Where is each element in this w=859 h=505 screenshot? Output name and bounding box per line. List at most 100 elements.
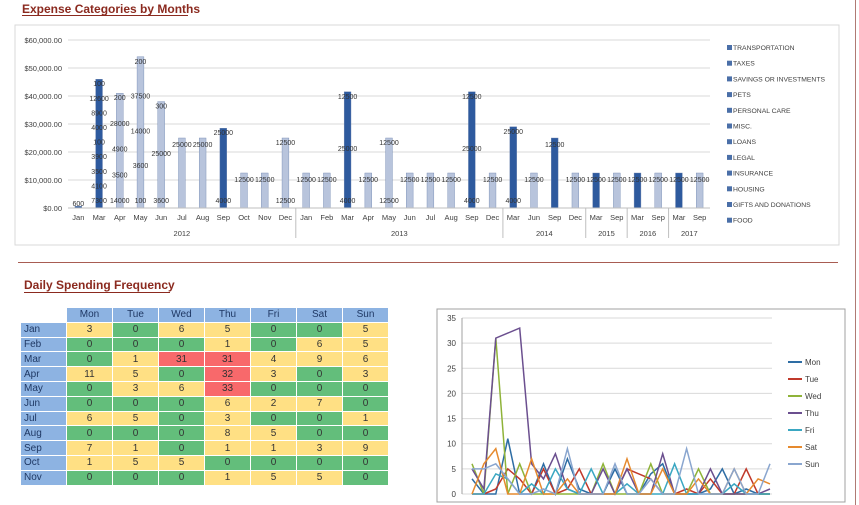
bar-value-label: 4000	[505, 198, 521, 205]
heatmap-cell: 2	[250, 395, 297, 412]
bar-value-label: 12500	[421, 177, 441, 184]
heatmap-cell: 4	[250, 351, 297, 368]
bar-value-label: 12500	[628, 177, 648, 184]
bar-value-label: 4000	[91, 125, 107, 132]
heatmap-row: Feb 0 0 0 1 0 6 5	[20, 336, 389, 353]
y-tick-label: $40,000.00	[24, 92, 62, 101]
heatmap-row-label: Mar	[20, 351, 67, 368]
heatmap-cell: 0	[342, 469, 389, 486]
year-label: 2014	[536, 229, 553, 238]
legend-entry: TRANSPORTATION	[733, 45, 795, 52]
x-tick-label: Jun	[528, 213, 540, 222]
heatmap-row-label: Sep	[20, 440, 67, 456]
y-tick-label: 0	[452, 490, 457, 499]
heatmap-cell: 0	[112, 425, 159, 442]
heatmap-cell: 3	[296, 440, 343, 456]
heatmap-row-label: Aug	[20, 425, 67, 442]
heatmap-cell: 0	[250, 380, 297, 397]
heatmap-col-header: Tue	[112, 307, 159, 323]
heatmap-row-label: May	[20, 380, 67, 397]
heatmap-cell: 33	[204, 380, 251, 397]
heatmap-cell: 0	[296, 425, 343, 442]
heatmap-row: Mar 0 1 31 31 4 9 6	[20, 351, 389, 368]
bar-value-label: 12500	[359, 177, 379, 184]
heatmap-row-label: Feb	[20, 336, 67, 353]
heatmap-cell: 5	[158, 454, 205, 471]
heatmap-cell: 1	[204, 469, 251, 486]
heatmap-cell: 9	[342, 440, 389, 456]
heatmap-cell: 5	[250, 425, 297, 442]
bar-value-label: 14000	[131, 128, 151, 135]
y-tick-label: 25	[447, 364, 456, 373]
bar-value-label: 25000	[172, 142, 192, 149]
series-line	[471, 327, 771, 496]
bar-value-label: 12500	[296, 177, 316, 184]
heatmap-cell: 1	[342, 410, 389, 427]
bar-value-label: 12500	[690, 177, 710, 184]
bar-value-label: 12600	[89, 96, 109, 103]
heatmap-cell: 0	[158, 410, 205, 427]
heatmap-cell: 0	[66, 351, 113, 368]
heatmap-cell: 0	[158, 395, 205, 412]
bar-value-label: 12500	[338, 94, 358, 101]
heatmap-cell: 0	[296, 454, 343, 471]
bar-value-label: 100	[135, 198, 147, 205]
x-tick-label: Mar	[672, 213, 685, 222]
bar-value-label: 12500	[255, 177, 275, 184]
y-tick-label: $50,000.00	[24, 64, 62, 73]
legend-entry: Wed	[805, 392, 821, 401]
heatmap-cell: 0	[342, 395, 389, 412]
heatmap-cell: 9	[296, 351, 343, 368]
heatmap-cell: 5	[250, 469, 297, 486]
heatmap-cell: 0	[296, 380, 343, 397]
year-label: 2012	[174, 229, 191, 238]
heatmap-col-header: Fri	[250, 307, 297, 323]
bar-value-label: 12500	[234, 177, 254, 184]
bar-value-label: 12500	[441, 177, 461, 184]
bar-value-label: 12500	[379, 140, 399, 147]
x-tick-label: Mar	[507, 213, 520, 222]
bar-value-label: 3500	[112, 172, 128, 179]
x-tick-label: Feb	[320, 213, 333, 222]
heatmap-cell: 0	[66, 469, 113, 486]
y-tick-label: 10	[447, 440, 456, 449]
x-tick-label: Jun	[155, 213, 167, 222]
legend-swatch	[727, 123, 732, 129]
bar-value-label: 25000	[504, 129, 524, 136]
bar-value-label: 300	[155, 104, 167, 111]
heatmap-cell: 3	[342, 366, 389, 382]
bar-value-label: 12500	[483, 177, 503, 184]
heatmap-row: Jan 3 0 6 5 0 0 5	[20, 321, 389, 338]
x-tick-label: Oct	[238, 213, 251, 222]
bar-value-label: 25000	[193, 142, 213, 149]
legend-entry: INSURANCE	[733, 171, 773, 178]
heatmap-cell: 6	[66, 410, 113, 427]
heatmap-row-label: Jan	[20, 321, 67, 338]
legend-swatch	[727, 60, 732, 66]
heatmap-cell: 0	[342, 454, 389, 471]
legend-entry: GIFTS AND DONATIONS	[733, 202, 811, 209]
legend-entry: TAXES	[733, 61, 755, 68]
x-tick-label: Mar	[631, 213, 644, 222]
legend-entry: Fri	[805, 426, 815, 435]
y-tick-label: $10,000.00	[24, 176, 62, 185]
bar-value-label: 100	[93, 140, 105, 147]
x-tick-label: Jun	[404, 213, 416, 222]
heatmap-cell: 0	[296, 366, 343, 382]
heatmap-corner	[20, 307, 67, 323]
bar-value-label: 12500	[545, 142, 565, 149]
bar-value-label: 12500	[276, 198, 296, 205]
legend-swatch	[727, 76, 732, 82]
heatmap-cell: 0	[250, 454, 297, 471]
legend-entry: Sat	[805, 443, 818, 452]
legend-entry: LEGAL	[733, 155, 755, 162]
heatmap-cell: 1	[204, 440, 251, 456]
heatmap-cell: 0	[250, 410, 297, 427]
bar	[509, 126, 517, 209]
x-tick-label: Sep	[693, 213, 706, 222]
bar-value-label: 4000	[464, 198, 480, 205]
heatmap-cell: 0	[250, 321, 297, 338]
year-label: 2016	[640, 229, 657, 238]
heatmap-cell: 0	[66, 380, 113, 397]
bar-value-label: 12500	[669, 177, 689, 184]
